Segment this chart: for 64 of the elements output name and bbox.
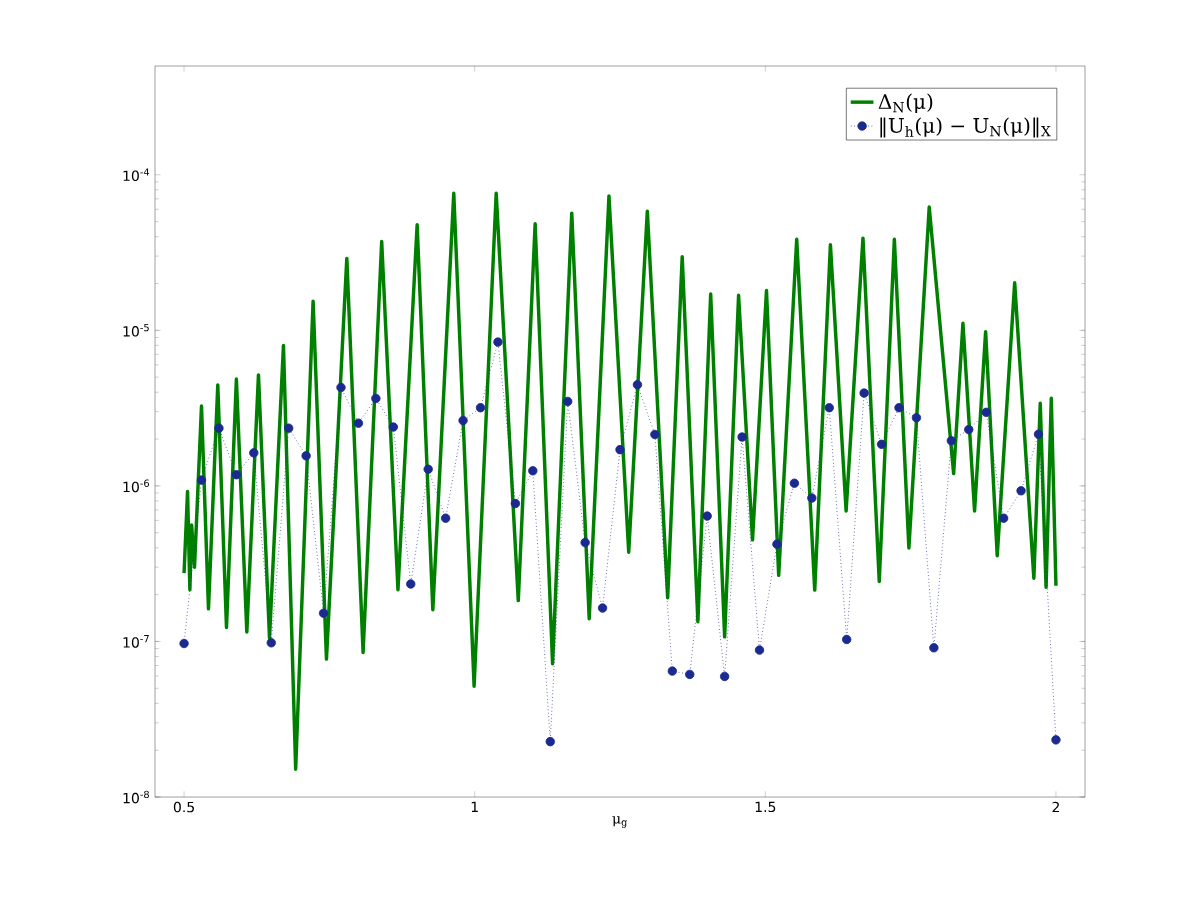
point [563,396,573,407]
point [719,671,730,682]
y-tick-label: 10$^{-7}$ [123,635,149,648]
y-tick-label: 10$^{-8}$ [123,790,149,804]
y-tick-label: 10$^{-4}$ [123,168,150,182]
point [423,464,433,474]
point [510,498,521,509]
x-tick-label: 0.5 [173,801,194,813]
point [981,407,991,417]
x-tick-label: 1 [471,801,478,812]
point [336,382,346,393]
point [493,337,503,347]
point [894,403,904,413]
point [876,439,887,449]
point [859,388,869,398]
x-axis-title: μ$_{g}$ [612,816,628,828]
point [789,478,800,488]
point [266,638,276,648]
legend-label: Δ$_{N}$(μ) [878,93,933,113]
point [685,669,695,680]
point [371,393,381,404]
point [214,423,224,433]
point [388,422,398,432]
point [946,436,956,446]
point [353,418,364,428]
point [632,380,643,390]
y-tick-label: 10$^{-6}$ [123,479,150,493]
point [458,415,468,426]
point [179,638,189,649]
point [318,608,329,618]
point [650,429,660,440]
point [284,423,294,433]
point [528,466,538,476]
point [406,579,416,589]
point [702,511,712,521]
point [580,537,590,548]
y-tick-label: 10$^{-5}$ [123,323,149,337]
point [911,413,922,423]
point [998,513,1009,523]
point [737,432,747,442]
point [1051,735,1061,745]
point [231,470,242,480]
point [824,403,834,413]
point [440,513,451,523]
point [842,634,852,645]
point [615,444,625,455]
point [475,403,486,413]
point [545,736,555,747]
line-series [182,191,1058,771]
point [1016,486,1026,496]
point [667,666,677,676]
x-tick-label: 1.5 [755,801,776,813]
point [964,424,974,435]
point [249,448,259,458]
point [754,645,765,655]
point [772,539,782,549]
point [807,493,817,503]
point [597,603,608,613]
point [929,643,939,653]
point [1033,429,1044,439]
point [301,451,311,461]
x-tick-label: 2 [1052,801,1059,813]
legend-label: ‖U$_{h}$(μ) − U$_{N}$(μ)‖$_{X}$ [880,117,1051,138]
point [196,475,207,485]
